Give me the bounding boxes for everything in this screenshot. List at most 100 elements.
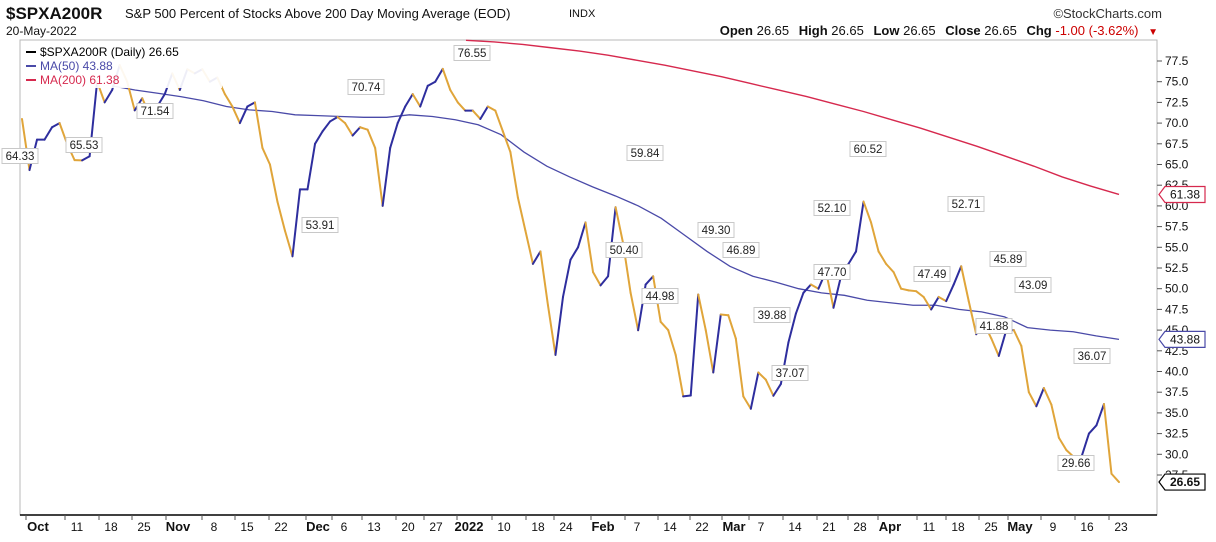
price-segment — [749, 371, 760, 410]
exchange-label: INDX — [569, 8, 596, 20]
data-label: 60.52 — [854, 144, 883, 156]
y-tick-label: 40.0 — [1165, 365, 1189, 379]
x-tick-label: 27 — [429, 520, 443, 534]
price-segment — [314, 130, 324, 145]
data-label: 47.49 — [918, 269, 947, 281]
price-segment — [870, 221, 880, 253]
price-segment — [103, 88, 114, 104]
x-tick-label: Oct — [27, 519, 49, 534]
price-segment — [809, 283, 820, 290]
price-segment — [261, 146, 271, 166]
price-segment — [1057, 436, 1068, 452]
price-segment — [689, 293, 700, 397]
x-tick-label: 14 — [788, 520, 802, 534]
data-label: 65.53 — [70, 140, 99, 152]
y-tick-label: 70.0 — [1165, 116, 1189, 130]
price-segment — [682, 394, 692, 398]
x-tick-label: 11 — [71, 520, 84, 534]
price-segment — [456, 101, 467, 112]
chart-date: 20-May-2022 — [6, 24, 77, 38]
data-label-box — [947, 196, 985, 212]
legend-label: MA(50) 43.88 — [40, 59, 113, 73]
data-label-box — [605, 242, 643, 258]
x-tick-label: 7 — [758, 520, 765, 534]
down-arrow-icon: ▼ — [1148, 27, 1158, 38]
high-label: High — [798, 23, 828, 38]
x-tick-label: 22 — [695, 520, 709, 534]
x-tick-label: Mar — [722, 519, 745, 534]
x-tick-label: 10 — [497, 520, 511, 534]
data-label: 71.54 — [141, 106, 170, 118]
y-tick-label: 35.0 — [1165, 406, 1189, 420]
x-tick-label: Feb — [591, 519, 614, 534]
price-segment — [885, 262, 895, 274]
low-label: Low — [873, 23, 900, 38]
price-segment — [607, 206, 617, 278]
price-segment — [922, 295, 933, 311]
x-tick-label: 24 — [559, 520, 573, 534]
price-segment — [283, 229, 294, 258]
brand-logo[interactable]: ©StockCharts.com — [1053, 6, 1162, 21]
price-segment — [449, 88, 459, 104]
price-segment — [351, 126, 362, 137]
price-segment — [276, 200, 286, 232]
data-label-box — [1014, 277, 1052, 293]
price-segment — [329, 115, 339, 123]
x-axis: Oct 11 18 25 Nov 8 15 22 Dec 6 13 20 27 2022 10 18 24 Feb… — [20, 514, 1157, 534]
price-segment — [531, 250, 542, 265]
data-label: 44.98 — [646, 291, 675, 303]
y-tick-label: 77.5 — [1165, 54, 1189, 68]
data-label: 45.89 — [994, 254, 1023, 266]
price-segment — [238, 105, 249, 125]
price-segment — [51, 122, 61, 129]
y-tick-label: 67.5 — [1165, 137, 1189, 151]
price-segment — [404, 93, 414, 108]
price-segment — [569, 246, 580, 261]
data-label-box — [989, 251, 1027, 267]
symbol: $SPXA200R — [6, 4, 103, 23]
price-segment — [997, 329, 1008, 357]
ma50-line — [111, 85, 1120, 341]
data-label-box — [849, 141, 887, 157]
price-segment — [561, 258, 572, 298]
price-segment — [802, 283, 812, 294]
plot-frame — [19, 39, 1158, 516]
data-label: 36.07 — [1078, 351, 1107, 363]
data-label: 49.30 — [702, 225, 731, 237]
price-segment — [524, 229, 534, 265]
price-segment — [81, 155, 91, 162]
price-segment — [231, 105, 241, 125]
x-tick-label: 6 — [341, 520, 348, 534]
price-segment — [674, 353, 685, 398]
open-label: Open — [719, 23, 753, 38]
price-segment — [486, 105, 497, 112]
price-segment — [509, 151, 519, 199]
price-segment — [644, 275, 655, 286]
data-label: 52.71 — [952, 199, 981, 211]
price-segment — [1110, 472, 1120, 484]
y-tick-label: 32.5 — [1165, 427, 1189, 441]
data-label: 37.07 — [776, 368, 805, 380]
price-segment — [937, 295, 948, 303]
x-tick-label: 28 — [853, 520, 867, 534]
price-segment — [396, 105, 407, 125]
price-segment — [374, 146, 384, 207]
price-segment — [877, 250, 888, 265]
x-tick-label: 13 — [367, 520, 381, 534]
last-value-tags: 61.38 43.88 26.65 — [1158, 185, 1206, 491]
price-segment — [697, 293, 707, 332]
price-segment — [599, 275, 610, 287]
x-tick-label: 2022 — [455, 519, 484, 534]
data-label-box — [722, 242, 760, 258]
y-tick-label: 75.0 — [1165, 75, 1189, 89]
price-segment — [952, 265, 963, 286]
data-label-box — [453, 45, 491, 61]
price-segment — [960, 265, 970, 303]
data-label: 46.89 — [727, 245, 756, 257]
x-tick-label: May — [1007, 519, 1033, 534]
price-segment — [930, 295, 940, 311]
data-label: 41.88 — [980, 321, 1009, 333]
price-segment — [1050, 403, 1060, 439]
price-segment — [915, 290, 925, 298]
